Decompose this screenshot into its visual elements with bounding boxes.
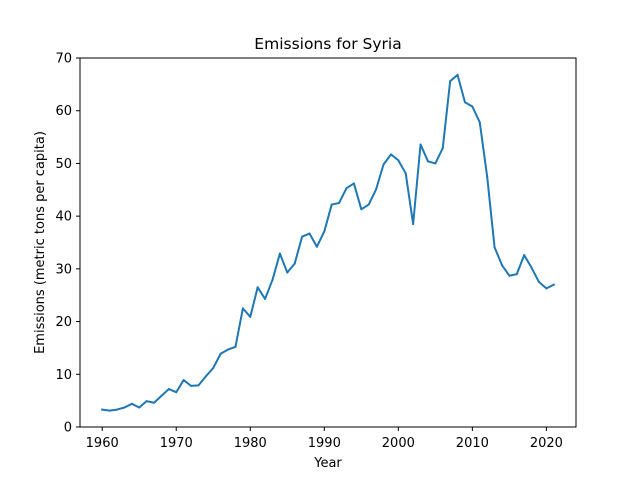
chart-title: Emissions for Syria [254,35,401,53]
data-point [478,121,481,124]
data-point [301,235,304,238]
data-point [130,402,133,405]
data-point [160,394,163,397]
data-point [434,162,437,165]
data-point [256,286,259,289]
y-tick-label: 60 [55,104,72,119]
data-point [352,182,355,185]
x-tick-label: 2010 [456,436,489,451]
x-tick-label: 2020 [530,436,563,451]
x-tick-label: 1990 [308,436,341,451]
x-tick-label: 1970 [160,436,193,451]
data-point [545,287,548,290]
data-point [123,406,126,409]
data-point [204,375,207,378]
x-tick-label: 1980 [234,436,267,451]
data-point [264,297,267,300]
data-point [375,188,378,191]
data-point [153,401,156,404]
data-point [212,366,215,369]
plot-frame [79,57,577,428]
y-axis-label: Emissions (metric tons per capita) [33,131,48,354]
data-point [271,278,274,281]
data-point [108,409,111,412]
data-point [360,208,363,211]
data-point [190,384,193,387]
data-point [293,262,296,265]
y-tick-label: 30 [55,262,72,277]
data-point [234,345,237,348]
data-point [249,315,252,318]
data-point [463,101,466,104]
data-point [389,153,392,156]
y-tick-label: 20 [55,315,72,330]
y-tick-label: 10 [55,368,72,383]
data-point [456,73,459,76]
data-point [500,264,503,267]
data-point [345,187,348,190]
data-point [138,406,141,409]
data-point [241,307,244,310]
y-tick-label: 40 [55,210,72,225]
data-point [493,246,496,249]
data-point [315,245,318,248]
data-point [286,271,289,274]
data-point [278,252,281,255]
data-point [323,230,326,233]
data-point [508,274,511,277]
data-point [145,400,148,403]
data-point [441,147,444,150]
y-tick-label: 70 [55,52,72,67]
series-layer [101,73,556,412]
x-tick-label: 2000 [382,436,415,451]
data-point [515,273,518,276]
data-point [486,175,489,178]
y-tick-label: 50 [55,157,72,172]
data-point [175,391,178,394]
data-point [382,163,385,166]
data-point [537,281,540,284]
data-point [308,232,311,235]
y-tick-label: 0 [64,421,72,436]
data-point [219,352,222,355]
data-point [101,408,104,411]
data-point [330,203,333,206]
data-point [523,254,526,257]
emissions-series-line [101,73,556,412]
data-point [419,143,422,146]
data-point [471,105,474,108]
data-point [197,384,200,387]
data-point [552,283,555,286]
data-point [227,348,230,351]
data-point [404,172,407,175]
data-point [182,379,185,382]
data-point [116,408,119,411]
data-point [412,223,415,226]
data-point [167,388,170,391]
data-point [338,201,341,204]
data-point [367,203,370,206]
data-point [449,80,452,83]
data-point [426,160,429,163]
ticks-layer: 1960 1970 1980 1990 2000 2010 2020 0 10 20 30 40 50 6… [55,52,562,452]
x-axis-label: Year [313,456,342,471]
x-tick-label: 1960 [86,436,119,451]
data-point [397,159,400,162]
data-point [530,266,533,269]
